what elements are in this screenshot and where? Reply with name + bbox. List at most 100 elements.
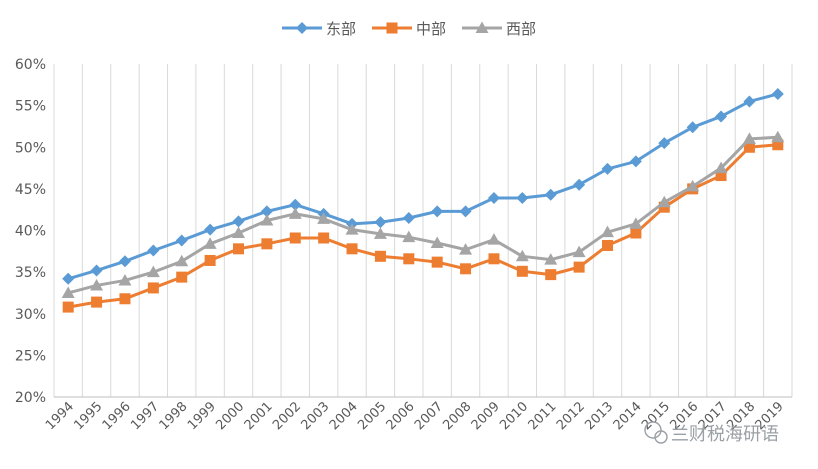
- data-point: [317, 212, 331, 224]
- x-tick-label: 1999: [185, 399, 219, 433]
- y-tick-label: 25%: [15, 348, 46, 364]
- vertical-gridlines: [53, 64, 793, 397]
- data-point: [544, 188, 557, 201]
- data-point: [345, 223, 359, 235]
- data-point: [175, 254, 189, 267]
- legend-marker: [386, 22, 398, 34]
- y-tick-label: 60%: [15, 57, 46, 73]
- legend: 东部 中部 西部: [282, 20, 536, 38]
- data-point: [431, 256, 443, 268]
- x-tick-label: 1995: [71, 399, 105, 433]
- data-point: [572, 245, 586, 258]
- legend-marker: [475, 21, 489, 33]
- x-tick-label: 2002: [270, 399, 304, 433]
- data-point: [289, 232, 301, 244]
- data-point: [771, 87, 784, 100]
- data-point: [118, 255, 131, 268]
- data-point: [61, 286, 75, 298]
- y-tick-label: 55%: [15, 99, 46, 115]
- data-point: [686, 121, 699, 134]
- data-point: [260, 214, 274, 226]
- data-point: [176, 271, 188, 283]
- data-point: [203, 237, 217, 249]
- x-tick-label: 1997: [128, 399, 162, 433]
- data-point: [630, 227, 642, 239]
- x-tick-label: 2012: [554, 399, 588, 433]
- y-tick-label: 20%: [15, 390, 46, 406]
- y-tick-label: 45%: [15, 182, 46, 198]
- data-point: [288, 207, 302, 219]
- data-point: [573, 261, 585, 273]
- y-axis: 20% 25% 30% 35% 40% 45% 50% 55% 60%: [15, 57, 46, 406]
- data-point: [147, 244, 160, 257]
- data-point: [147, 282, 159, 294]
- series-1: [62, 87, 784, 285]
- x-tick-label: 2004: [327, 399, 361, 433]
- legend-label: 中部: [416, 20, 446, 38]
- data-point: [402, 212, 415, 225]
- data-point: [318, 232, 330, 244]
- x-tick-label: 2006: [384, 399, 418, 433]
- y-tick-label: 30%: [15, 307, 46, 323]
- data-point: [715, 110, 728, 123]
- y-tick-label: 50%: [15, 140, 46, 156]
- data-point: [715, 170, 727, 182]
- x-tick-label: 2011: [526, 399, 560, 433]
- data-point: [460, 263, 472, 275]
- data-point: [657, 195, 671, 208]
- y-tick-label: 40%: [15, 224, 46, 240]
- x-tick-label: 2001: [242, 399, 276, 433]
- data-point: [118, 273, 132, 286]
- data-point: [119, 293, 131, 305]
- data-point: [601, 225, 614, 238]
- data-point: [602, 239, 613, 251]
- watermark-text: 兰财税海研语: [671, 424, 779, 445]
- data-point: [233, 243, 244, 255]
- x-tick-label: 1998: [157, 399, 191, 433]
- data-point: [204, 254, 216, 266]
- legend-marker: [296, 22, 308, 34]
- data-point: [544, 253, 558, 265]
- x-tick-label: 2000: [213, 399, 247, 433]
- data-point: [743, 141, 755, 153]
- data-point: [629, 217, 643, 229]
- data-point: [62, 272, 75, 285]
- x-tick-label: 2009: [469, 399, 503, 433]
- x-tick-label: 2003: [298, 399, 332, 433]
- data-point: [459, 243, 473, 255]
- x-tick-label: 2013: [582, 399, 616, 433]
- watermark: 兰财税海研语: [644, 421, 779, 445]
- data-point: [62, 301, 74, 313]
- data-point: [91, 296, 103, 308]
- data-point: [658, 137, 671, 150]
- data-point: [743, 95, 756, 108]
- data-point: [488, 253, 500, 265]
- series-2: [62, 139, 784, 313]
- data-point: [601, 162, 614, 175]
- data-point: [289, 198, 302, 211]
- series-3: [61, 130, 785, 298]
- data-point: [260, 205, 273, 218]
- data-point: [146, 265, 160, 278]
- data-point: [771, 130, 785, 143]
- data-point: [515, 249, 529, 262]
- data-point: [573, 178, 586, 191]
- data-point: [373, 227, 387, 239]
- x-tick-label: 2005: [355, 399, 389, 433]
- data-point: [487, 192, 500, 205]
- data-point: [90, 278, 104, 291]
- data-point: [374, 216, 387, 229]
- data-point: [261, 238, 273, 250]
- data-point: [430, 236, 444, 248]
- data-point: [714, 161, 728, 174]
- data-point: [629, 155, 642, 168]
- data-point: [686, 179, 700, 192]
- data-point: [232, 226, 245, 238]
- data-point: [772, 139, 784, 151]
- x-tick-label: 2008: [440, 399, 474, 433]
- x-tick-label: 2010: [497, 399, 531, 433]
- data-point: [516, 265, 528, 277]
- data-point: [742, 132, 756, 144]
- data-point: [90, 264, 103, 277]
